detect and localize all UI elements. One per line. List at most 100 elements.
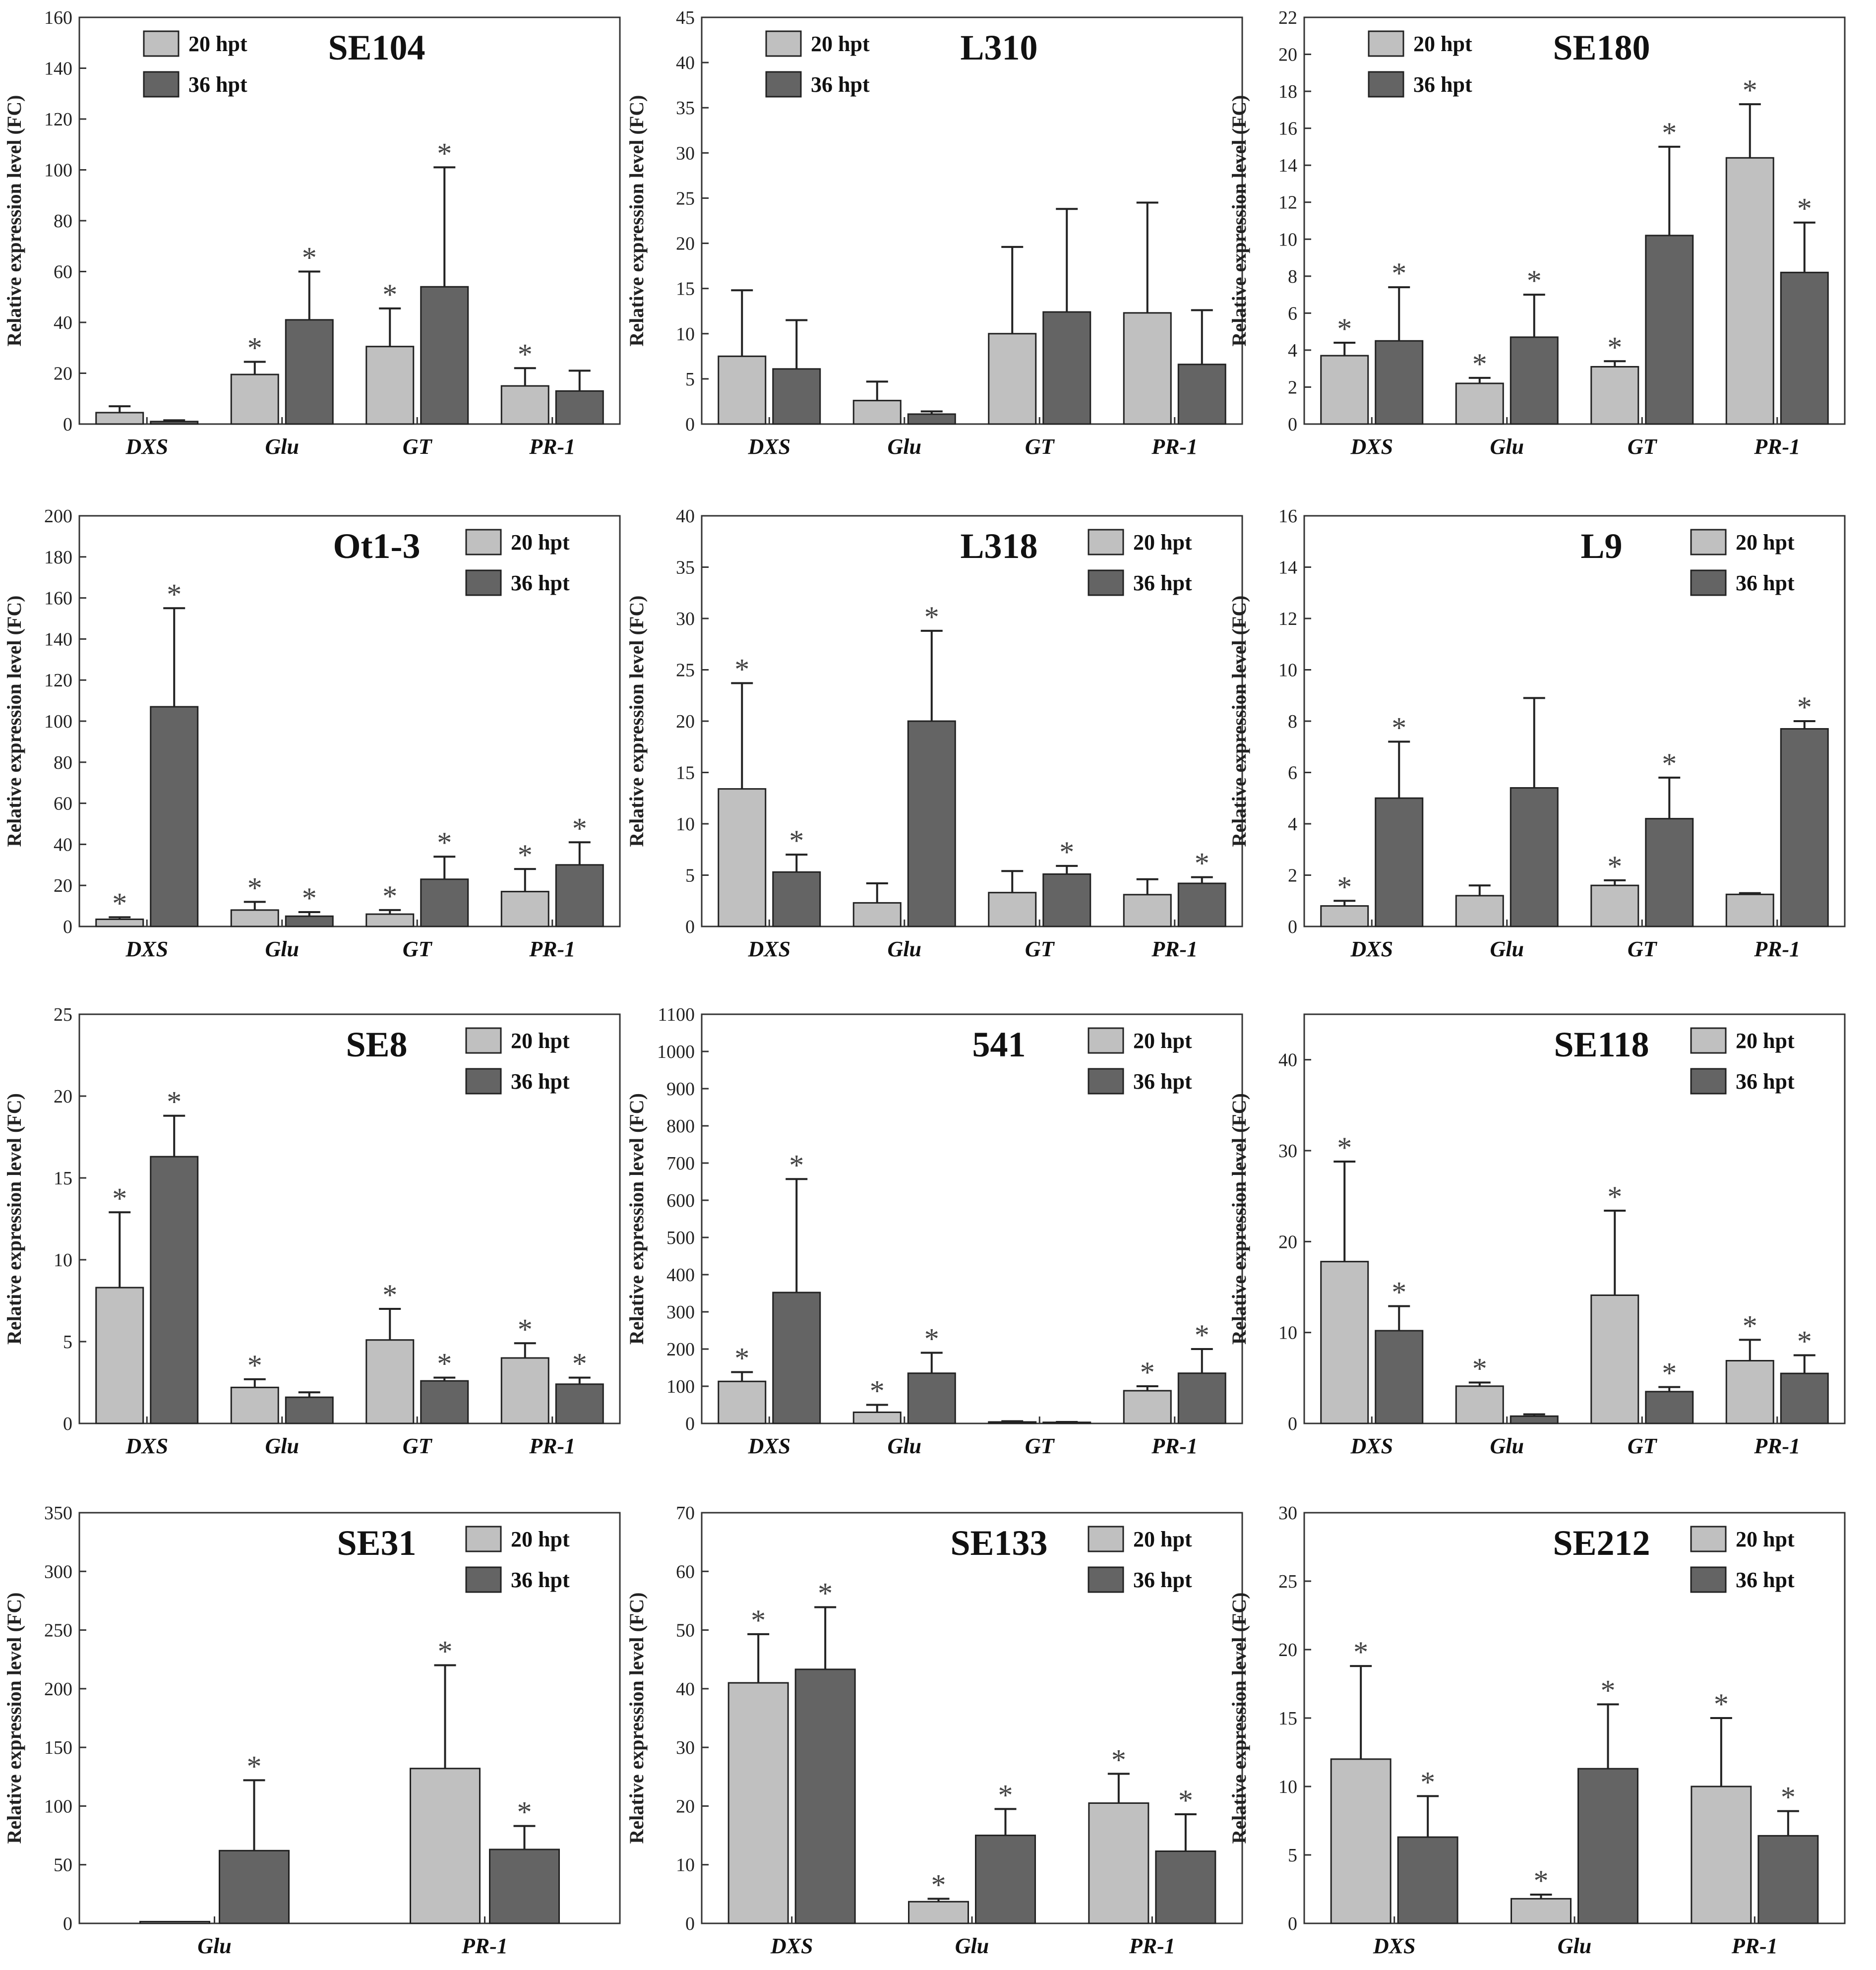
bar-20hpt-Glu	[1511, 1898, 1572, 1924]
legend-label-36hpt: 36 hpt	[1736, 1069, 1795, 1094]
significance-star: *	[1607, 331, 1622, 364]
plot-frame	[701, 1013, 1243, 1424]
legend-label-36hpt: 36 hpt	[511, 571, 570, 595]
bar-36hpt-PR-1	[1780, 271, 1829, 425]
bar-36hpt-GT	[420, 1380, 469, 1424]
x-category-label: PR-1	[461, 1934, 508, 1958]
y-axis-label: Relative expression level (FC)	[625, 1093, 648, 1345]
y-tick-label: 14	[1278, 155, 1297, 176]
y-tick-label: 60	[676, 1561, 695, 1582]
x-category-label: GT	[1628, 434, 1658, 459]
bar-20hpt-DXS	[1320, 1261, 1369, 1424]
significance-star: *	[1195, 847, 1210, 880]
y-tick-label: 15	[54, 1168, 72, 1189]
significance-star: *	[517, 1796, 532, 1829]
y-tick-label: 40	[676, 53, 695, 73]
y-tick-label: 20	[1278, 45, 1297, 65]
legend-label-20hpt: 20 hpt	[511, 1029, 570, 1053]
x-category-label: DXS	[747, 1434, 790, 1458]
x-category-label: DXS	[125, 937, 168, 961]
significance-star: *	[870, 1375, 885, 1408]
legend-label-20hpt: 20 hpt	[811, 32, 870, 56]
chart-title: 541	[972, 1025, 1026, 1064]
y-tick-label: 180	[44, 547, 72, 568]
significance-star: *	[382, 1279, 397, 1311]
chart-title: L318	[960, 526, 1037, 566]
bar-36hpt-GT	[420, 878, 469, 927]
y-tick-label: 10	[676, 1855, 695, 1876]
chart-panel-9: 0 10 20 30 40 Relative expression level (FC) S…	[1228, 1013, 1846, 1458]
y-tick-label: 140	[44, 59, 72, 79]
y-tick-label: 0	[63, 414, 72, 435]
significance-star: *	[998, 1779, 1013, 1811]
x-category-label: PR-1	[529, 937, 575, 961]
plot-frame	[701, 16, 1243, 425]
chart-panel-2: 0 5 10 15 20 25 30 35 40 45 Relative expression le…	[625, 7, 1243, 459]
chart-panel-6: 0 2 4 6 8 10 12 14 16 Relative expression level (…	[1228, 506, 1846, 961]
bar-20hpt-Glu	[230, 373, 279, 425]
y-tick-label: 10	[676, 324, 695, 345]
significance-star: *	[1607, 1180, 1622, 1213]
y-tick-label: 100	[44, 1796, 72, 1817]
significance-star: *	[572, 812, 587, 845]
y-tick-label: 6	[1288, 763, 1297, 784]
x-category-label: DXS	[1373, 1934, 1416, 1958]
y-tick-label: 5	[685, 865, 695, 886]
chart-title: SE8	[346, 1025, 407, 1064]
significance-star: *	[751, 1604, 766, 1637]
y-tick-label: 250	[44, 1620, 72, 1641]
y-tick-label: 0	[1288, 414, 1297, 435]
chart-panel-11: 0 10 20 30 40 50 60 70 Relative expression level…	[625, 1503, 1243, 1958]
bar-20hpt-Glu	[852, 400, 902, 425]
bar-20hpt-PR-1	[1725, 157, 1774, 425]
bar-36hpt-DXS	[794, 1668, 856, 1924]
bar-20hpt-GT	[365, 1339, 415, 1424]
chart-panel-5: 0 5 10 15 20 25 30 35 40 Relative expression leve…	[625, 506, 1243, 961]
y-tick-label: 40	[54, 834, 72, 855]
bar-20hpt-PR-1	[500, 891, 549, 927]
y-tick-label: 12	[1278, 192, 1297, 213]
x-category-label: PR-1	[1129, 1934, 1175, 1958]
y-tick-label: 15	[1278, 1708, 1297, 1729]
significance-star: *	[1392, 257, 1406, 290]
bar-36hpt-Glu	[1577, 1768, 1638, 1924]
bar-36hpt-DXS	[772, 368, 821, 425]
legend-swatch-36hpt	[1690, 569, 1727, 596]
y-axis-label: Relative expression level (FC)	[1228, 95, 1250, 347]
y-axis-label: Relative expression level (FC)	[3, 596, 25, 847]
y-tick-label: 30	[1278, 1141, 1297, 1162]
y-tick-label: 160	[44, 588, 72, 609]
bar-20hpt-GT	[365, 913, 415, 927]
significance-star: *	[734, 653, 749, 685]
y-tick-label: 0	[685, 414, 695, 435]
y-tick-label: 160	[44, 7, 72, 28]
bar-20hpt-Glu	[1455, 1385, 1504, 1424]
y-tick-label: 30	[676, 143, 695, 164]
y-tick-label: 5	[685, 369, 695, 390]
y-tick-label: 30	[676, 609, 695, 629]
x-category-label: GT	[403, 434, 433, 459]
y-tick-label: 4	[1288, 340, 1297, 361]
y-tick-label: 0	[685, 1414, 695, 1434]
legend-label-36hpt: 36 hpt	[188, 72, 247, 97]
bar-20hpt-PR-1	[1725, 1360, 1774, 1424]
x-category-label: PR-1	[1151, 434, 1198, 459]
bar-36hpt-DXS	[1375, 340, 1424, 425]
x-category-label: PR-1	[1151, 1434, 1198, 1458]
y-tick-label: 2	[1288, 377, 1297, 398]
chart-panel-1: 0 20 40 60 80 100 120 140 160 Relative expression…	[3, 7, 621, 459]
bar-36hpt-Glu	[285, 915, 334, 927]
y-tick-label: 8	[1288, 711, 1297, 732]
bar-36hpt-Glu	[285, 1396, 334, 1424]
y-tick-label: 25	[676, 188, 695, 209]
bar-20hpt-Glu	[1455, 895, 1504, 927]
y-tick-label: 45	[676, 7, 695, 28]
y-tick-label: 400	[666, 1265, 695, 1286]
y-tick-label: 1000	[657, 1042, 695, 1062]
x-category-label: PR-1	[1731, 1934, 1778, 1958]
y-tick-label: 600	[666, 1190, 695, 1211]
bar-36hpt-GT	[1042, 873, 1091, 927]
legend-swatch-20hpt	[1690, 1526, 1727, 1552]
y-axis-label: Relative expression level (FC)	[3, 1593, 25, 1844]
